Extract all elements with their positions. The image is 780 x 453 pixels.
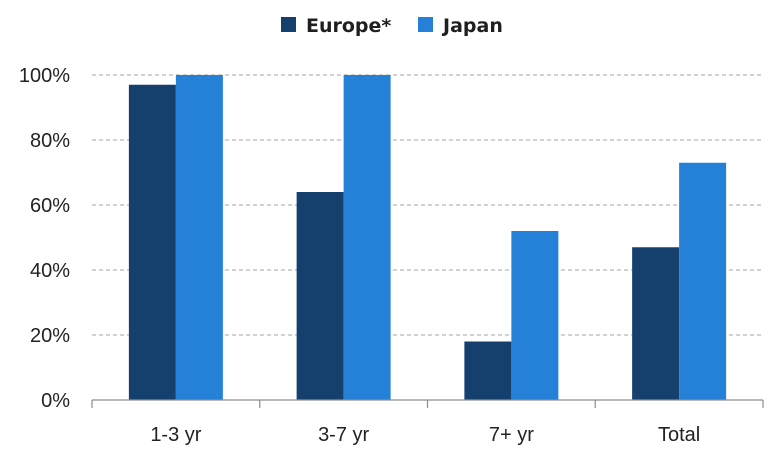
x-tick-label: 3-7 yr — [318, 424, 369, 446]
y-tick-label: 40% — [30, 260, 70, 282]
bar-japan-4 — [679, 162, 727, 400]
y-tick-label: 0% — [41, 390, 70, 412]
axes: 0% 20% 40% 60% 80% 100% 1-3 yr 3-7 yr 7+ yr Total — [19, 65, 764, 446]
bar-europe-3 — [464, 341, 512, 400]
bar-europe-4 — [632, 247, 680, 400]
x-tick-label: 7+ yr — [489, 424, 534, 446]
bar-europe-1 — [128, 84, 176, 400]
legend-label-japan: Japan — [441, 15, 503, 37]
x-tick-label: 1-3 yr — [150, 424, 201, 446]
y-tick-label: 100% — [19, 65, 70, 87]
bar-japan-3 — [511, 231, 559, 400]
legend-swatch-japan — [418, 17, 433, 32]
bars — [128, 75, 727, 400]
y-tick-label: 20% — [30, 325, 70, 347]
y-tick-label: 80% — [30, 130, 70, 152]
bar-europe-2 — [296, 192, 344, 400]
legend-swatch-europe — [281, 17, 296, 32]
bar-japan-2 — [343, 75, 391, 400]
x-tick-label: Total — [658, 424, 700, 446]
y-tick-label: 60% — [30, 195, 70, 217]
legend-label-europe: Europe* — [306, 15, 391, 37]
bar-japan-1 — [175, 75, 223, 400]
legend: Europe* Japan — [281, 15, 503, 37]
